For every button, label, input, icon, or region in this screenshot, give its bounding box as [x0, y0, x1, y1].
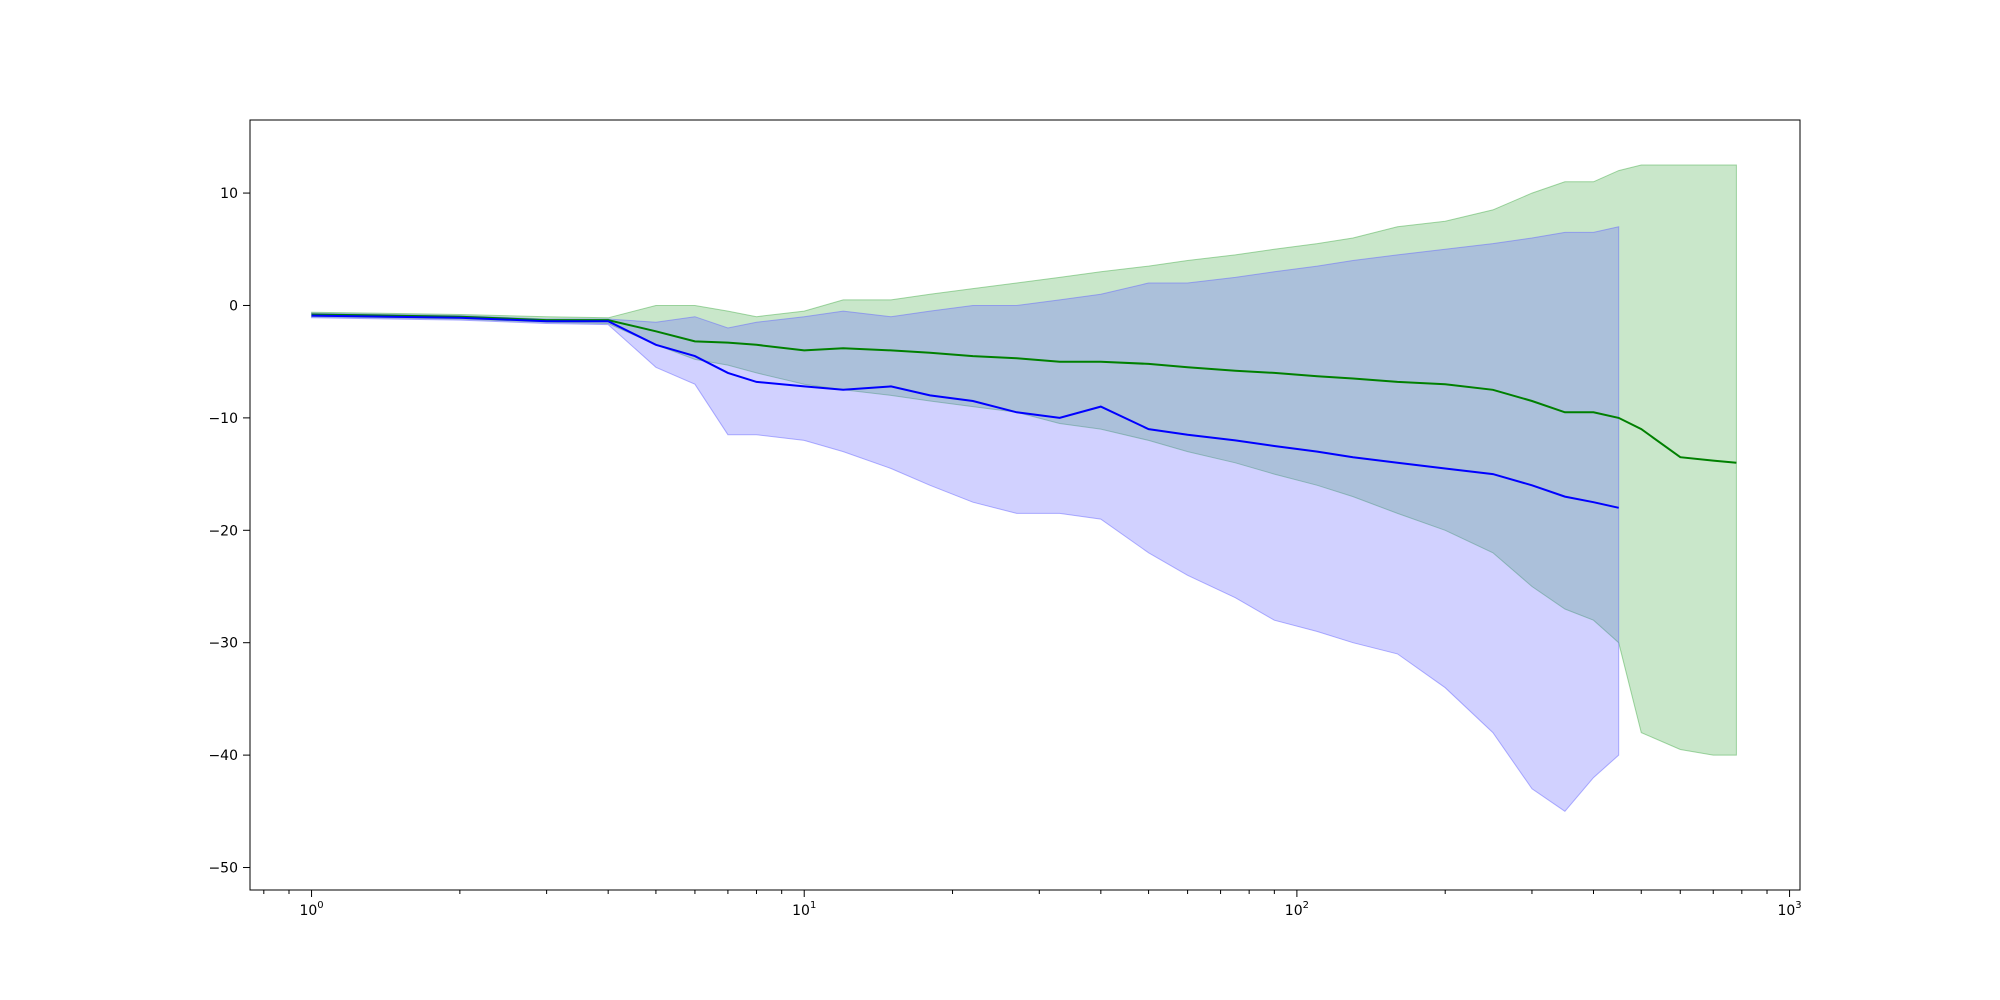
y-tick-label: −50 [208, 861, 238, 877]
y-tick-label: −30 [208, 636, 238, 652]
line-series-1 [311, 314, 1619, 509]
x-tick-label: 103 [1777, 900, 1801, 919]
x-axis: 100 101 102 103 [263, 890, 1802, 919]
confidence-bands [311, 164, 1737, 812]
x-tick-label: 100 [299, 900, 323, 919]
y-tick-label: −20 [208, 523, 238, 539]
y-axis: 10 0 −10 −20 −30 −40 −50 [208, 186, 250, 877]
y-tick-label: 0 [229, 298, 238, 314]
band-series-1 [311, 226, 1620, 812]
y-tick-label: −10 [208, 411, 238, 427]
plot-frame [249, 119, 1801, 891]
series-lines [311, 313, 1737, 509]
x-tick-label: 102 [1285, 900, 1309, 919]
y-tick-label: −40 [208, 748, 238, 764]
x-tick-label: 101 [792, 900, 816, 919]
band-series-0 [311, 164, 1737, 756]
line-series-0 [311, 313, 1737, 464]
y-tick-label: 10 [220, 186, 238, 202]
